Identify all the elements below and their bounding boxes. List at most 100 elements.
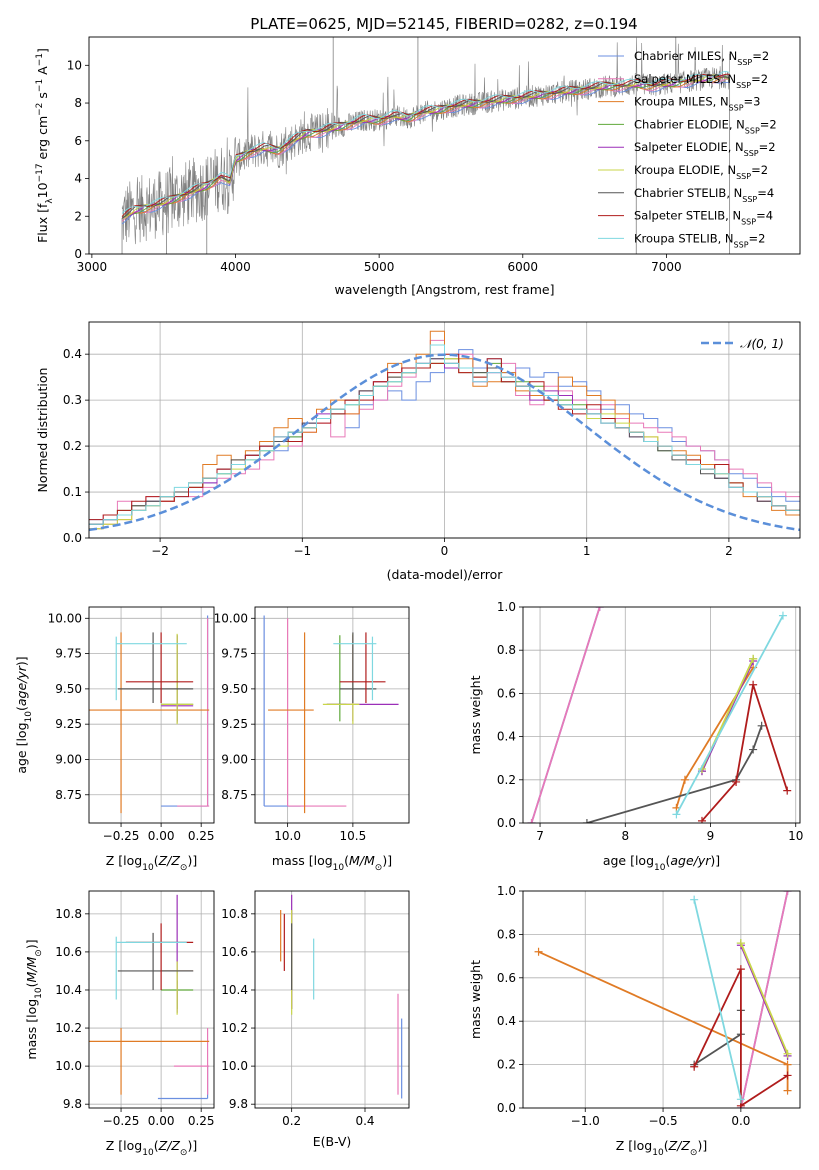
x-axis-label: Z [log10(Z/Z⊙)] xyxy=(106,1138,197,1158)
x-tick-label: 0.4 xyxy=(355,1114,374,1128)
point-marker xyxy=(783,1086,792,1095)
x-tick-label: −0.25 xyxy=(103,1114,140,1128)
legend-entry: Salpeter MILES, NSSP=2 xyxy=(598,72,768,89)
y-tick-label: 10.0 xyxy=(55,1059,82,1073)
x-tick-label: 0.0 xyxy=(731,1114,750,1128)
x-tick-label: 2 xyxy=(725,544,733,558)
x-axis-label: Z [log10(Z/Z⊙)] xyxy=(616,1138,707,1158)
figure-title: PLATE=0625, MJD=52145, FIBERID=0282, z=0… xyxy=(250,15,637,33)
y-tick-label: 8.75 xyxy=(55,788,82,802)
residuals-panel: −2 −1 0 1 2 0.0 0.1 0.2 0.3 0.4 (data-model)/error… xyxy=(35,321,801,582)
point-marker xyxy=(527,819,536,823)
series-line xyxy=(530,607,601,823)
legend-label: Salpeter ELODIE, NSSP=2 xyxy=(634,140,776,158)
histogram-kroupa-miles xyxy=(89,330,800,530)
series-line xyxy=(701,684,789,822)
legend-entry: Kroupa STELIB, NSSP=2 xyxy=(598,231,765,249)
histogram-chabrier-miles xyxy=(89,349,800,521)
y-tick-label: 2 xyxy=(74,209,82,223)
point-marker xyxy=(783,1071,792,1080)
axes-frame xyxy=(522,890,801,1109)
y-tick-label: 9.50 xyxy=(221,682,248,696)
axes-frame xyxy=(254,606,410,824)
errorbar-salpeter-miles xyxy=(173,1028,210,1095)
plot-area xyxy=(527,607,792,823)
axes-frame xyxy=(88,36,801,255)
x-tick-label: 0.25 xyxy=(188,829,215,843)
y-tick-label: 6 xyxy=(74,134,82,148)
point-marker xyxy=(736,939,745,948)
spectrum-panel: 3000 4000 5000 6000 7000 0 2 4 6 8 10 wavelength [A… xyxy=(35,36,801,297)
plot-area xyxy=(89,894,210,1100)
y-axis-label: mass weight xyxy=(468,675,483,754)
errorbar-salpeter-miles xyxy=(287,618,347,807)
x-tick-label: −0.5 xyxy=(648,1114,677,1128)
age-vs-mass-panel: 10.0 10.5 8.75 9.00 9.25 9.50 9.75 10.00 mass [l… xyxy=(214,606,410,873)
plot-area xyxy=(89,615,210,814)
mass-vs-EBV-panel: 0.2 0.4 9.8 10.0 10.2 10.4 10.6 10.8 E(B-V) xyxy=(221,890,410,1149)
legend-entry: Salpeter ELODIE, NSSP=2 xyxy=(598,140,776,158)
legend-label: Salpeter STELIB, NSSP=4 xyxy=(634,209,773,227)
errorbar-kroupa-stelib xyxy=(115,936,187,1000)
series-line xyxy=(693,899,742,1100)
y-tick-label: 0 xyxy=(74,247,82,261)
y-tick-label: 0.6 xyxy=(497,971,516,985)
y-tick-label: 10.4 xyxy=(221,983,248,997)
x-axis-label: age [log10(age/yr)] xyxy=(603,853,720,873)
point-marker xyxy=(778,611,787,620)
series-salpeter-stelib xyxy=(690,965,792,1108)
x-tick-label: −1.0 xyxy=(571,1114,600,1128)
plot-area xyxy=(263,615,399,814)
series-line xyxy=(740,942,789,1055)
x-tick-label: 10.5 xyxy=(340,829,367,843)
legend-entry: Kroupa MILES, NSSP=3 xyxy=(598,95,760,112)
y-tick-label: 0.0 xyxy=(497,1101,516,1115)
errorbar-kroupa-stelib xyxy=(115,636,187,701)
histogram-chabrier-stelib xyxy=(89,358,800,525)
plot-area xyxy=(89,330,800,532)
legend-entry: Chabrier MILES, NSSP=2 xyxy=(598,49,769,67)
legend-entry: Salpeter STELIB, NSSP=4 xyxy=(598,209,773,227)
errorbar-salpeter-stelib xyxy=(125,923,194,990)
series-kroupa-stelib xyxy=(672,611,787,819)
y-tick-label: 0.4 xyxy=(63,347,82,361)
x-tick-label: 4000 xyxy=(220,260,251,274)
massweight-vs-Z-panel: −1.0 −0.5 0.0 0.0 0.2 0.4 0.6 0.8 1.0 Z [log10(Z/… xyxy=(468,884,801,1158)
x-axis-label: Z [log10(Z/Z⊙)] xyxy=(106,853,197,873)
normal-curve xyxy=(89,353,800,532)
y-tick-label: 9.75 xyxy=(221,647,248,661)
x-tick-label: 0.2 xyxy=(282,1114,301,1128)
errorbar-kroupa-elodie xyxy=(161,633,194,725)
point-marker xyxy=(736,1095,745,1104)
y-tick-label: 0.3 xyxy=(63,393,82,407)
errorbar-chabrier-elodie xyxy=(326,635,347,722)
point-marker xyxy=(749,745,758,754)
plot-area xyxy=(121,37,731,254)
y-tick-label: 9.25 xyxy=(221,717,248,731)
model-salpeter-stelib xyxy=(121,73,730,217)
point-marker xyxy=(749,654,758,663)
y-tick-label: 10 xyxy=(67,58,82,72)
y-tick-label: 10.4 xyxy=(55,983,82,997)
x-tick-label: 7000 xyxy=(651,260,682,274)
point-marker xyxy=(783,1049,792,1058)
y-tick-label: 0.2 xyxy=(63,439,82,453)
point-marker xyxy=(582,819,591,823)
point-marker xyxy=(595,607,604,611)
y-tick-label: 9.25 xyxy=(55,717,82,731)
errorbar-kroupa-miles xyxy=(268,632,314,814)
y-tick-label: 10.8 xyxy=(55,907,82,921)
y-axis-label: age [log10(age/yr)] xyxy=(14,656,34,773)
y-tick-label: 10.8 xyxy=(221,907,248,921)
x-tick-label: 0 xyxy=(441,544,449,558)
errorbar-salpeter-stelib xyxy=(125,632,194,703)
y-tick-label: 0.0 xyxy=(63,531,82,545)
point-marker xyxy=(690,895,699,904)
axes-frame xyxy=(254,890,410,1109)
legend-label: Kroupa STELIB, NSSP=2 xyxy=(634,231,765,249)
model-chabrier-miles xyxy=(121,80,730,225)
series-kroupa-stelib xyxy=(690,895,745,1104)
x-tick-label: 0.25 xyxy=(188,1114,215,1128)
y-tick-label: 10.6 xyxy=(221,945,248,959)
point-marker xyxy=(783,1060,792,1069)
